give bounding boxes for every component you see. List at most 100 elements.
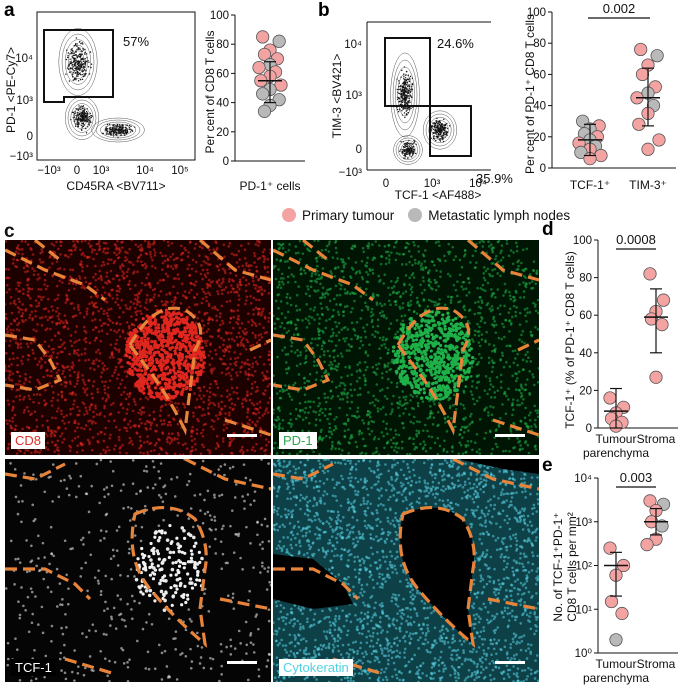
tissue-void (400, 507, 475, 644)
panel-a-scatter-plot: Per cent of CD8 T cells PD-1⁺ cells 0 20 4… (203, 10, 305, 193)
tumour-border-outline (273, 248, 374, 302)
contour-line (402, 144, 414, 156)
tumour-border-outline (249, 338, 271, 352)
contour-line (61, 33, 95, 91)
panel-d-scatter-plot: TCF-1⁺ (% of PD-1⁺ CD8 T cells) Tumour p… (563, 232, 678, 460)
data-point (643, 267, 657, 281)
y-tick-label: 100 (573, 235, 592, 247)
panel-e-xtick-line1: Tumour (596, 657, 637, 671)
panel-d-ylabel: TCF-1⁺ (% of PD-1⁺ CD8 T cells) (563, 251, 577, 429)
contour-line (402, 87, 408, 103)
contour-line (395, 66, 415, 124)
contour-line (434, 123, 446, 137)
panel-b-flow-xlabel: TCF-1 <AF488> (395, 188, 482, 200)
y-tick-label: 80 (216, 39, 229, 51)
scale-bar (227, 434, 257, 437)
panel-e-xtick-line1: Stroma (637, 657, 676, 671)
data-point (641, 142, 655, 156)
data-point (574, 145, 588, 159)
panel-a-flow-ylabel: PD-1 <PE-Cy7> (4, 47, 18, 133)
y-tick-label: 100 (210, 10, 229, 22)
contour-line (399, 80, 411, 110)
panel-e-ylabel-line2: CD8 T cells per mm² (565, 512, 579, 622)
contour-line (397, 73, 413, 117)
scale-bar (495, 434, 525, 437)
tumour-border-outline (273, 462, 334, 481)
panel-b-flow-ytick: 10³ (345, 90, 362, 102)
panel-d-letter: d (542, 219, 554, 240)
contour-line (436, 126, 444, 134)
panel-b-gate2-pct: 35.9% (476, 171, 513, 186)
data-point (272, 34, 286, 48)
panel-c-tcf1-image: TCF-1 (5, 459, 271, 682)
data-point (257, 104, 272, 118)
contour-line (64, 39, 92, 85)
y-tick-label: 10⁴ (574, 473, 592, 485)
panel-c-tcf1-label: TCF-1 (11, 659, 56, 676)
panel-e-pvalue: 0.003 (620, 470, 653, 485)
scale-bar (227, 661, 257, 664)
panel-b-scatter-ylabel: Per cent of PD-1⁺ CD8 T cells (523, 14, 537, 174)
legend-primary-marker (282, 208, 296, 222)
tcf1-micrograph (5, 459, 271, 682)
scale-bar (495, 661, 525, 664)
tumour-border-outline (64, 657, 116, 676)
panel-b-gate-tcf1 (429, 105, 472, 157)
contour-line (431, 120, 449, 140)
tumour-border-outline (396, 306, 471, 436)
panel-b-xtick: TCF-1⁺ (570, 178, 610, 192)
panel-e-letter: e (542, 455, 553, 476)
panel-a-flow-ytick: 10⁴ (15, 53, 33, 65)
contour-line (73, 106, 91, 130)
y-tick-label: 10³ (575, 517, 592, 529)
panel-a-letter: a (4, 0, 15, 21)
panel-b-scatter-plot: Per cent of PD-1⁺ CD8 T cells 0 20 40 60 80 1… (523, 1, 676, 192)
panel-b-contour-cloud (390, 52, 458, 165)
y-tick-label: 60 (533, 69, 546, 81)
contour-line (95, 119, 141, 141)
data-point (632, 117, 646, 131)
panel-c-pd1-image: PD-1 (273, 240, 539, 455)
panel-b-flow-xtick: 10³ (424, 178, 441, 190)
contour-line (108, 125, 128, 135)
tumour-border-outline (198, 240, 271, 282)
data-point (656, 293, 671, 307)
pd1-micrograph (273, 240, 539, 455)
y-tick-label: 20 (216, 127, 229, 139)
panel-a-flow-xtick: 0 (74, 165, 80, 177)
tumour-border-outline (128, 306, 203, 436)
panel-c-pd1-label: PD-1 (279, 432, 317, 449)
panel-d-xtick-line1: Tumour (596, 432, 637, 446)
data-point (650, 49, 664, 63)
y-tick-label: 60 (216, 68, 229, 80)
panel-a-flow-ytick: 0 (27, 131, 33, 143)
y-tick-label: 10⁰ (575, 648, 593, 660)
panel-b-flow-ylabel: TIM-3 <BV421> (330, 54, 344, 139)
contour-line (78, 114, 86, 122)
panel-c-cytokeratin-image: Cytokeratin (273, 459, 539, 682)
panel-a-flow-ytick: 10³ (16, 95, 33, 107)
panel-b-xtick: TIM-3⁺ (629, 178, 667, 192)
panel-b-flow-xtick: 0 (383, 178, 389, 190)
data-point (603, 391, 617, 405)
legend: Primary tumour Metastatic lymph nodes (282, 206, 570, 224)
contour-line (392, 59, 418, 131)
data-point (655, 318, 669, 332)
top-row-figure: a b 57% 10⁴ 10³ 0 −10³ −10³ 0 10³ 10⁴ 10… (4, 0, 676, 200)
tumour-border-outline (184, 459, 271, 491)
contour-line (113, 127, 123, 133)
cd8-micrograph (5, 240, 271, 455)
y-tick-label: 10¹ (575, 604, 592, 616)
contour-line (104, 123, 132, 137)
y-tick-label: 0 (586, 423, 592, 435)
contour-line (428, 116, 452, 144)
tumour-border-outline (302, 240, 329, 262)
panel-c-cd8-image: CD8 (5, 240, 271, 455)
contour-line (91, 117, 145, 143)
tumour-border-outline (5, 333, 63, 392)
cytokeratin-micrograph (273, 459, 539, 682)
y-tick-label: 100 (527, 7, 546, 19)
contour-line (393, 135, 423, 165)
data-point (652, 133, 666, 147)
y-tick-label: 80 (533, 38, 546, 50)
